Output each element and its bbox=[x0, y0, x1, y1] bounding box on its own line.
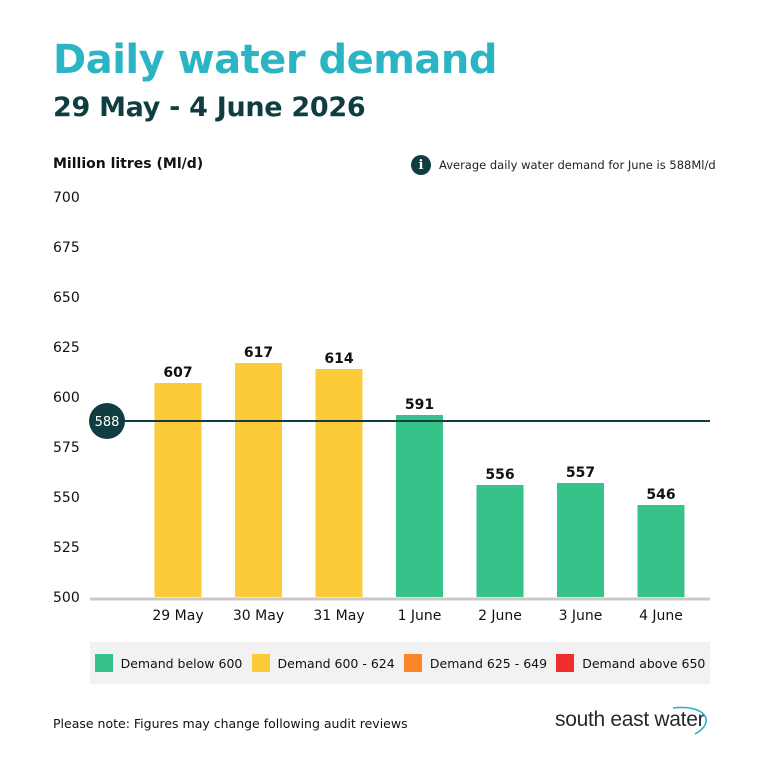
bar-value-label: 557 bbox=[566, 465, 595, 481]
bar-value-label: 546 bbox=[646, 487, 675, 503]
y-tick-label: 550 bbox=[53, 490, 80, 506]
legend-item-above-650: Demand above 650 bbox=[556, 654, 705, 672]
chart-title: Daily water demand bbox=[53, 37, 498, 83]
x-axis-ticks: 29 May 30 May 31 May 1 June 2 June 3 June 4 Ju… bbox=[152, 608, 683, 624]
y-axis-label: Million litres (Ml/d) bbox=[53, 156, 204, 172]
chart-subtitle: 29 May - 4 June 2026 bbox=[53, 92, 366, 123]
bar-value-label: 614 bbox=[324, 351, 353, 367]
bar bbox=[235, 363, 282, 597]
legend-label: Demand 600 - 624 bbox=[277, 655, 395, 671]
bar-chart: 700 675 650 625 600 575 550 525 500 607 617 614 591… bbox=[53, 190, 710, 624]
info-note: i Average daily water demand for June is… bbox=[411, 155, 716, 175]
legend-label: Demand below 600 bbox=[120, 655, 243, 671]
legend-item-600-624: Demand 600 - 624 bbox=[251, 654, 395, 672]
bars bbox=[154, 363, 685, 597]
legend-item-625-649: Demand 625 - 649 bbox=[403, 654, 548, 672]
y-tick-label: 500 bbox=[53, 590, 80, 606]
legend-label: Demand 625 - 649 bbox=[429, 655, 548, 671]
bar bbox=[154, 383, 202, 597]
x-tick-label: 4 June bbox=[639, 608, 683, 624]
bar-value-label: 591 bbox=[405, 397, 434, 413]
y-tick-label: 600 bbox=[53, 390, 80, 406]
bar-value-label: 617 bbox=[244, 345, 273, 361]
x-tick-label: 1 June bbox=[398, 608, 442, 624]
legend-swatch bbox=[403, 654, 422, 672]
legend: Demand below 600 Demand 600 - 624 Demand… bbox=[90, 642, 710, 684]
bar bbox=[557, 483, 604, 597]
y-tick-label: 575 bbox=[53, 440, 80, 456]
x-tick-label: 31 May bbox=[313, 608, 364, 624]
y-axis-ticks: 700 675 650 625 600 575 550 525 500 bbox=[53, 190, 80, 606]
reference-line-label: 588 bbox=[95, 415, 120, 430]
y-tick-label: 525 bbox=[53, 540, 80, 556]
x-tick-label: 29 May bbox=[152, 608, 203, 624]
legend-swatch bbox=[251, 654, 270, 672]
x-tick-label: 2 June bbox=[478, 608, 522, 624]
legend-swatch bbox=[556, 654, 575, 672]
legend-swatch bbox=[94, 654, 113, 672]
reference-marker bbox=[89, 403, 125, 439]
south-east-water-logo: south east water bbox=[555, 700, 715, 740]
info-text: Average daily water demand for June is 5… bbox=[439, 158, 716, 172]
bar bbox=[315, 369, 363, 597]
y-tick-label: 625 bbox=[53, 340, 80, 356]
x-tick-label: 30 May bbox=[233, 608, 284, 624]
bar-value-label: 607 bbox=[163, 365, 192, 381]
bar-value-label: 556 bbox=[485, 467, 514, 483]
bar-value-labels: 607 617 614 591 556 557 546 bbox=[163, 345, 675, 503]
info-icon: i bbox=[411, 155, 431, 175]
footnote: Please note: Figures may change followin… bbox=[53, 716, 408, 731]
y-tick-label: 675 bbox=[53, 240, 80, 256]
logo-swoosh-icon bbox=[672, 706, 707, 735]
bar bbox=[396, 415, 443, 597]
legend-item-below-600: Demand below 600 bbox=[94, 654, 243, 672]
legend-label: Demand above 650 bbox=[582, 655, 706, 671]
logo-text: south east water bbox=[555, 708, 705, 731]
bar bbox=[637, 505, 685, 597]
bar bbox=[476, 485, 524, 597]
x-tick-label: 3 June bbox=[559, 608, 603, 624]
reference-line: 588 bbox=[89, 403, 710, 439]
y-tick-label: 650 bbox=[53, 290, 80, 306]
y-tick-label: 700 bbox=[53, 190, 80, 206]
